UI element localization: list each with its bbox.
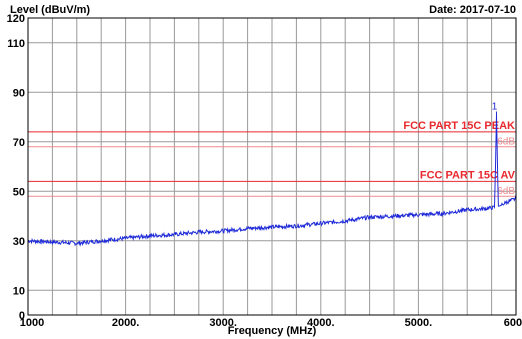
- y-tick-label: 70: [13, 137, 25, 149]
- y-tick-label: 30: [13, 236, 25, 248]
- limit-margin-label: 6dB: [497, 186, 515, 197]
- plot-frame: [27, 17, 517, 316]
- x-axis-label: Frequency (MHz): [228, 325, 317, 337]
- y-axis-label: Level (dBuV/m): [10, 4, 90, 16]
- y-tick-label: 90: [13, 87, 25, 99]
- trace-line: [27, 114, 517, 247]
- x-tick-label: 5000.: [405, 317, 433, 329]
- grid-lines: [27, 17, 517, 316]
- x-tick-label: 4000.: [307, 317, 335, 329]
- x-tick-label: 2000.: [112, 317, 140, 329]
- limit-label: FCC PART 15C PEAK: [403, 120, 515, 132]
- x-tick-label: 3000.: [209, 317, 237, 329]
- limit-label: FCC PART 15C AV: [420, 169, 516, 181]
- limit-lines: FCC PART 15C PEAK 6dB FCC PART 15C AV 6dB: [28, 120, 516, 197]
- trace-layer: 1: [27, 102, 517, 247]
- marker-label: 1: [492, 102, 498, 113]
- y-tick-label: 10: [13, 285, 25, 297]
- limit-margin-label: 6dB: [497, 137, 515, 148]
- y-tick-label: 50: [13, 186, 25, 198]
- y-tick-label: 0: [19, 310, 25, 322]
- x-tick-label: 1000: [20, 317, 44, 329]
- y-tick-label: 120: [7, 13, 25, 25]
- y-tick-label: 110: [7, 38, 25, 50]
- date-label: Date: 2017-07-10: [429, 4, 516, 16]
